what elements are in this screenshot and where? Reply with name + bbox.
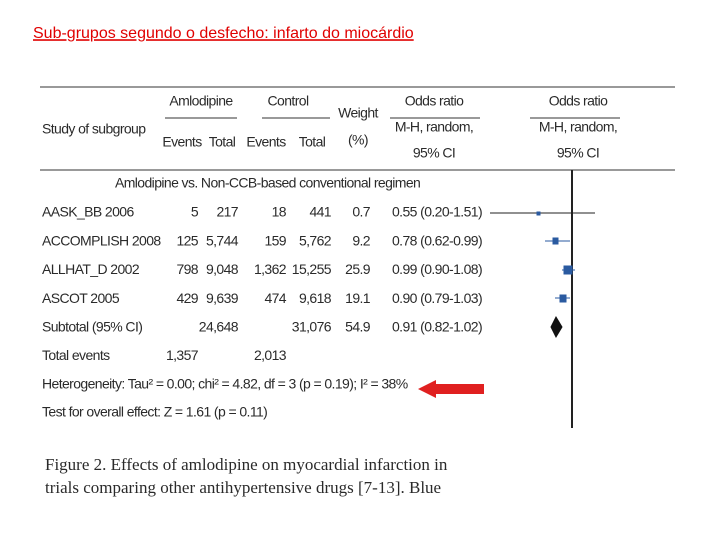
red-arrow [418, 380, 484, 398]
caption-line: Figure 2. Effects of amlodipine on myoca… [45, 455, 448, 474]
header-column: Total [209, 134, 236, 150]
slide-title: Sub-grupos segundo o desfecho: infarto d… [33, 25, 414, 42]
row-events-a: 125 [176, 232, 198, 248]
row-study: ASCOT 2005 [42, 290, 120, 306]
overall-effect: Test for overall effect: Z = 1.61 (p = 0… [42, 404, 267, 420]
row-total-b: 31,076 [292, 319, 332, 335]
row-events-a: 798 [176, 261, 198, 277]
row-total-a: 217 [216, 204, 238, 220]
header-odds-ratio-plot: 95% CI [557, 145, 599, 161]
header-odds-ratio: 95% CI [413, 145, 455, 161]
row-total-a: 5,744 [206, 232, 239, 248]
row-weight: 0.7 [352, 204, 370, 220]
heterogeneity: Heterogeneity: Tau² = 0.00; chi² = 4.82,… [42, 376, 408, 392]
row-odds-ratio: 0.78 (0.62-0.99) [392, 232, 482, 248]
row-study: Subtotal (95% CI) [42, 319, 142, 335]
row-events-b: 18 [272, 204, 287, 220]
row-events-a: 429 [176, 290, 198, 306]
row-events-b: 2,013 [254, 347, 287, 363]
row-events-b: 1,362 [254, 261, 287, 277]
row-total-a: 24,648 [199, 319, 239, 335]
row-events-a: 5 [191, 204, 199, 220]
row-weight: 25.9 [345, 261, 371, 277]
header-odds-ratio-plot: M-H, random, [539, 119, 617, 135]
row-total-b: 9,618 [299, 290, 332, 306]
row-study: ACCOMPLISH 2008 [42, 232, 161, 248]
header-control: Control [268, 93, 309, 109]
header-weight: (%) [348, 132, 368, 148]
row-total-b: 441 [309, 204, 331, 220]
row-odds-ratio: 0.55 (0.20-1.51) [392, 204, 482, 220]
row-total-a: 9,639 [206, 290, 239, 306]
row-events-b: 474 [264, 290, 286, 306]
header-weight: Weight [338, 105, 378, 121]
header-study: Study of subgroup [42, 121, 146, 137]
row-study: AASK_BB 2006 [42, 204, 134, 220]
row-odds-ratio: 0.91 (0.82-1.02) [392, 319, 482, 335]
header-column: Events [246, 134, 286, 150]
row-total-b: 5,762 [299, 232, 332, 248]
row-study: Total events [42, 347, 110, 363]
header-odds-ratio-plot: Odds ratio [549, 93, 608, 109]
row-study: ALLHAT_D 2002 [42, 261, 140, 277]
row-weight: 19.1 [345, 290, 371, 306]
row-total-b: 15,255 [292, 261, 332, 277]
header-odds-ratio: M-H, random, [395, 119, 473, 135]
header-column: Events [162, 134, 202, 150]
row-total-a: 9,048 [206, 261, 239, 277]
row-odds-ratio: 0.90 (0.79-1.03) [392, 290, 482, 306]
row-odds-ratio: 0.99 (0.90-1.08) [392, 261, 482, 277]
row-weight: 54.9 [345, 319, 371, 335]
header-odds-ratio: Odds ratio [405, 93, 464, 109]
caption-line: trials comparing other antihypertensive … [45, 478, 441, 497]
row-weight: 9.2 [352, 232, 370, 248]
group-header: Amlodipine vs. Non-CCB-based conventiona… [115, 175, 420, 191]
row-events-b: 159 [264, 232, 286, 248]
forest-plot [490, 211, 595, 339]
header-amlodipine: Amlodipine [169, 93, 233, 109]
row-events-a: 1,357 [166, 347, 199, 363]
header-column: Total [299, 134, 326, 150]
